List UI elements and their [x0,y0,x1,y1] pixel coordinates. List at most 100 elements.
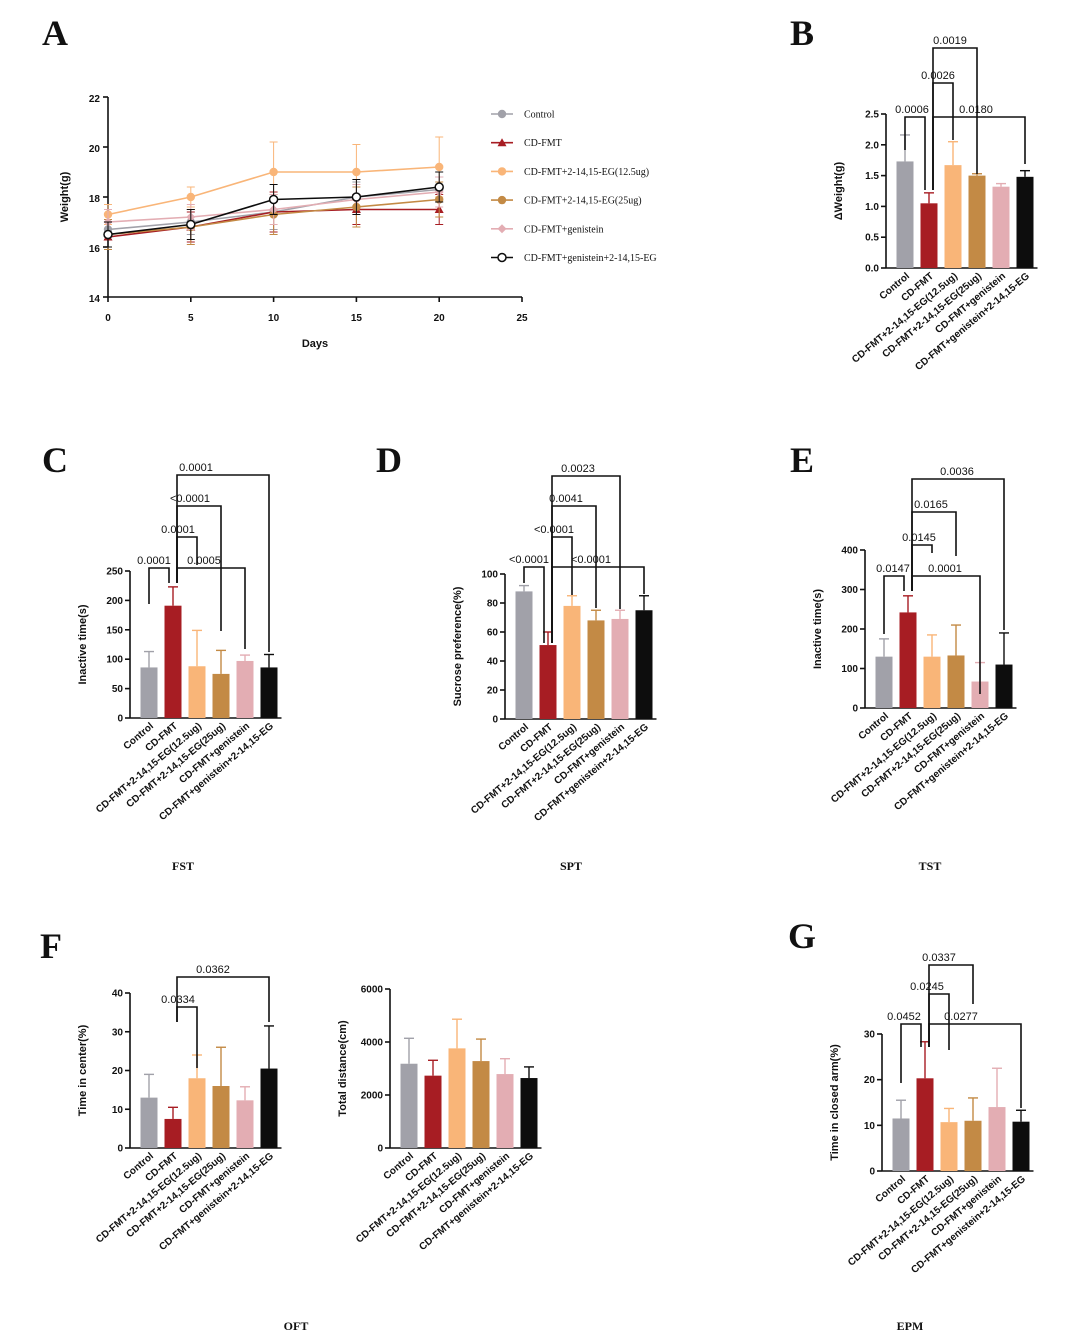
y-tick-label: 0 [117,714,123,725]
legend-item: CD-FMT+2-14,15-EG(25ug) [491,196,642,207]
bar [520,1078,538,1148]
bar [992,186,1010,268]
bar [964,1120,982,1171]
x-tick-label: 25 [516,313,528,324]
data-point [268,194,279,205]
x-axis-label: Days [302,338,328,350]
bar [920,203,938,268]
legend-item: CD-FMT+genistein [491,224,604,235]
y-tick-label: 1.5 [865,171,879,182]
p-value-label: 0.0001 [137,555,171,567]
bar [947,655,965,708]
data-point [352,167,361,177]
bar [448,1048,466,1148]
bar [611,618,629,719]
significance-bracket [900,1023,922,1083]
y-tick-label: 20 [89,144,101,155]
y-tick-label: 22 [89,94,101,105]
bar [212,1086,230,1148]
bar [260,667,278,718]
y-tick-label: 150 [106,625,123,636]
x-tick-label: 20 [434,313,446,324]
y-tick-label: 0 [377,1144,383,1155]
p-value-label: 0.0245 [910,981,944,993]
significance-bracket [911,575,981,694]
data-point [497,138,507,147]
y-tick-label: 300 [841,585,858,596]
data-point [351,192,362,202]
bar [563,605,581,719]
y-tick-label: 100 [841,664,858,675]
y-tick-label: 20 [112,1066,124,1077]
y-axis-label: Time in closed arm(%) [829,1044,841,1161]
y-tick-label: 30 [864,1030,876,1041]
y-tick-label: 200 [106,596,123,607]
bar [875,656,893,708]
bar [424,1075,442,1148]
chart-caption: TST [919,859,942,873]
chart-caption: SPT [560,859,582,873]
legend-item: CD-FMT+genistein+2-14,15-EG [491,252,657,264]
bar [944,165,962,268]
significance-bracket [523,566,545,643]
bar [892,1118,910,1171]
p-value-label: 0.0006 [895,104,929,116]
y-tick-label: 400 [841,546,858,557]
data-point [497,224,507,234]
legend-label: CD-FMT+genistein+2-14,15-EG [524,253,657,264]
y-axis-label: Total distance(cm) [337,1020,349,1117]
y-tick-label: 100 [106,655,123,666]
p-value-label: 0.0001 [161,524,195,536]
y-tick-label: 30 [112,1027,124,1038]
p-value-label: 0.0334 [161,994,195,1006]
y-tick-label: 2000 [361,1091,384,1102]
bar [587,620,605,719]
significance-bracket [928,964,974,1047]
bar [140,667,158,718]
p-value-label: 0.0019 [933,35,967,47]
chart-caption: OFT [284,1319,309,1333]
y-axis-label: Time in center(%) [77,1024,89,1116]
y-axis-label: Weight(g) [59,171,71,222]
p-value-label: 0.0023 [561,463,595,475]
panel-letter-e: E [790,440,814,480]
y-tick-label: 6000 [361,985,384,996]
data-point [497,109,507,119]
significance-bracket [932,47,978,190]
data-point [186,192,195,202]
chart-b: 0.00.51.01.52.02.5ΔWeight(g)ControlCD-FM… [833,35,1038,373]
bar [236,1100,254,1148]
p-value-label: <0.0001 [509,554,549,566]
panel-letters: A B C D E F G [40,13,816,966]
significance-bracket [148,567,170,604]
y-tick-label: 20 [487,686,499,697]
y-tick-label: 100 [481,570,498,581]
significance-bracket [911,478,1005,630]
bar [635,610,653,719]
panel-letter-a: A [42,13,68,53]
panel-letter-b: B [790,13,814,53]
chart-a: 14 16 18 20 22 0 5 10 15 20 25 Days Weight(g) Control… [59,94,657,350]
significance-bracket [176,474,270,652]
significance-bracket [904,116,926,190]
p-value-label: 0.0147 [876,563,910,575]
legend-label: CD-FMT+genistein [524,224,604,235]
bar [940,1122,958,1171]
data-point [103,229,113,240]
p-value-label: 0.0036 [940,466,974,478]
y-tick-label: 16 [89,244,101,255]
data-point [497,167,507,176]
y-tick-label: 2.5 [865,110,879,121]
significance-bracket [176,567,246,649]
chart-caption: EPM [897,1319,924,1333]
bar [1016,176,1034,268]
y-tick-label: 14 [89,294,101,305]
significance-bracket [911,511,957,591]
p-value-label: <0.0001 [571,554,611,566]
bar [916,1078,934,1171]
bar [539,645,557,719]
